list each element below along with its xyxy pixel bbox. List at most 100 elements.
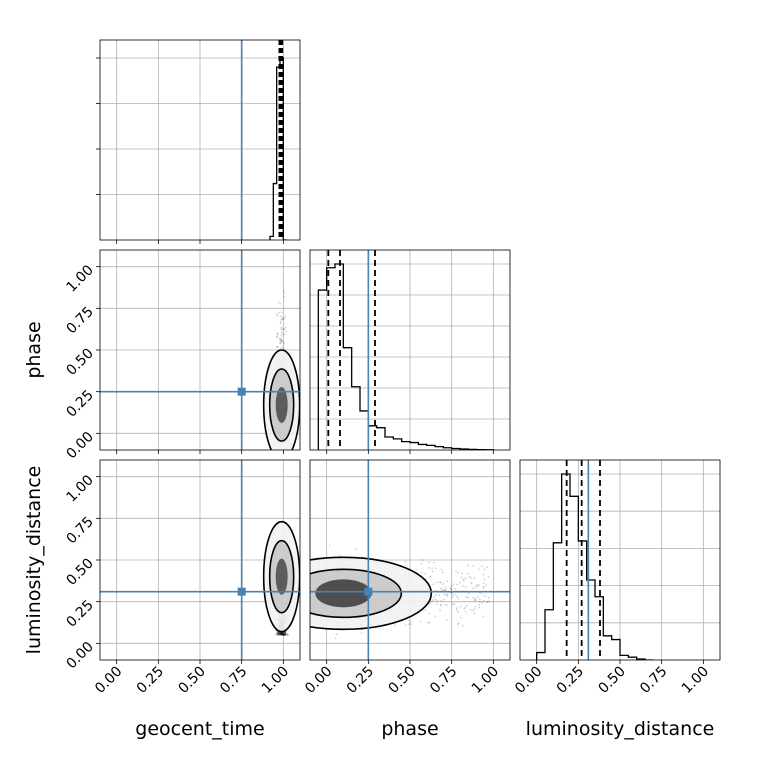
x-tick-label: 1.00: [259, 664, 292, 697]
sample-point: [279, 632, 282, 635]
sample-point: [281, 633, 284, 635]
sample-point: [280, 633, 283, 636]
ylabel-phase: phase: [23, 321, 45, 378]
histogram-step: [269, 57, 287, 240]
histogram-bin: [385, 437, 393, 450]
sample-point: [283, 295, 286, 298]
sample-point: [456, 583, 459, 586]
sample-point: [429, 600, 432, 603]
sample-point: [277, 633, 280, 636]
histogram-bin: [360, 411, 368, 450]
sample-point: [415, 568, 417, 571]
sample-point: [280, 633, 283, 635]
sample-point: [457, 622, 460, 625]
sample-point: [454, 593, 457, 596]
sample-point: [451, 603, 454, 606]
sample-point: [472, 609, 475, 612]
sample-point: [281, 333, 284, 335]
sample-point: [481, 565, 484, 568]
xlabel-geocent-time: geocent_time: [135, 718, 264, 740]
histogram-bin: [352, 387, 360, 450]
grid: [310, 460, 510, 660]
sample-point: [470, 581, 473, 584]
sample-point: [485, 601, 488, 604]
sample-point: [279, 342, 282, 345]
sample-point: [483, 568, 486, 571]
sample-point: [468, 576, 471, 578]
sample-point: [276, 336, 279, 339]
sample-point: [280, 331, 283, 334]
sample-point: [283, 633, 286, 636]
sample-point: [283, 633, 286, 636]
sample-point: [283, 633, 286, 636]
sample-point: [283, 317, 286, 320]
x-tick-label: 0.00: [512, 664, 545, 697]
sample-point: [278, 632, 281, 635]
x-tick-label: 0.50: [175, 664, 208, 697]
sample-point: [279, 633, 282, 635]
sample-point: [280, 632, 283, 635]
sample-point: [283, 292, 286, 295]
y-tick-label: 0.50: [63, 556, 96, 589]
sample-point: [283, 633, 286, 636]
sample-point: [277, 633, 280, 636]
sample-point: [276, 333, 279, 336]
sample-point: [478, 598, 481, 601]
x-tick-label: 0.75: [217, 664, 250, 697]
sample-point: [286, 633, 289, 636]
sample-point: [281, 328, 284, 331]
y-tick-label: 1.00: [63, 262, 96, 295]
sample-point: [470, 582, 473, 585]
sample-point: [421, 559, 424, 562]
sample-point: [280, 633, 283, 636]
sample-point: [450, 584, 453, 587]
sample-point: [280, 339, 283, 342]
sample-point: [284, 632, 287, 634]
sample-point: [461, 624, 464, 627]
sample-point: [482, 582, 485, 585]
histogram-bin: [553, 543, 561, 660]
x-tick-label: 0.25: [134, 664, 167, 697]
sample-point: [474, 586, 477, 589]
sample-point: [286, 634, 288, 636]
histogram-bin: [410, 443, 418, 450]
sample-point: [428, 612, 430, 615]
sample-point: [284, 632, 286, 635]
sample-point: [466, 564, 469, 567]
sample-point: [279, 320, 282, 323]
sample-point: [276, 335, 279, 338]
panel-luminosity-distance-hist: 0.00 0.25 0.50 0.75 1.00: [512, 459, 721, 697]
sample-point: [335, 633, 338, 636]
histogram-bin: [393, 439, 401, 450]
sample-point: [279, 341, 281, 344]
sample-point: [483, 578, 486, 581]
sample-point: [473, 612, 476, 615]
sample-point: [276, 332, 279, 335]
sample-point: [278, 632, 281, 635]
sample-point: [419, 620, 422, 623]
histogram: [536, 460, 654, 660]
sample-point: [284, 632, 287, 634]
sample-point: [280, 632, 283, 635]
sample-point: [282, 632, 285, 635]
sample-point: [276, 346, 279, 348]
sample-point: [445, 618, 448, 621]
sample-point: [282, 632, 285, 635]
sample-point: [280, 632, 283, 635]
sample-point: [283, 333, 286, 336]
sample-point: [279, 633, 282, 636]
sample-point: [460, 576, 463, 579]
sample-point: [281, 633, 283, 636]
sample-point: [482, 615, 485, 618]
sample-point: [457, 611, 460, 614]
sample-point: [480, 592, 483, 595]
sample-point: [282, 342, 285, 345]
panel-luminosity-distance-vs-phase: 0.00 0.25 0.50 0.75 1.00: [302, 459, 511, 697]
sample-point: [439, 581, 442, 584]
sample-point: [282, 328, 285, 331]
sample-point: [451, 596, 454, 599]
sample-point: [284, 634, 287, 636]
sample-point: [459, 605, 462, 608]
sample-point: [279, 302, 282, 305]
